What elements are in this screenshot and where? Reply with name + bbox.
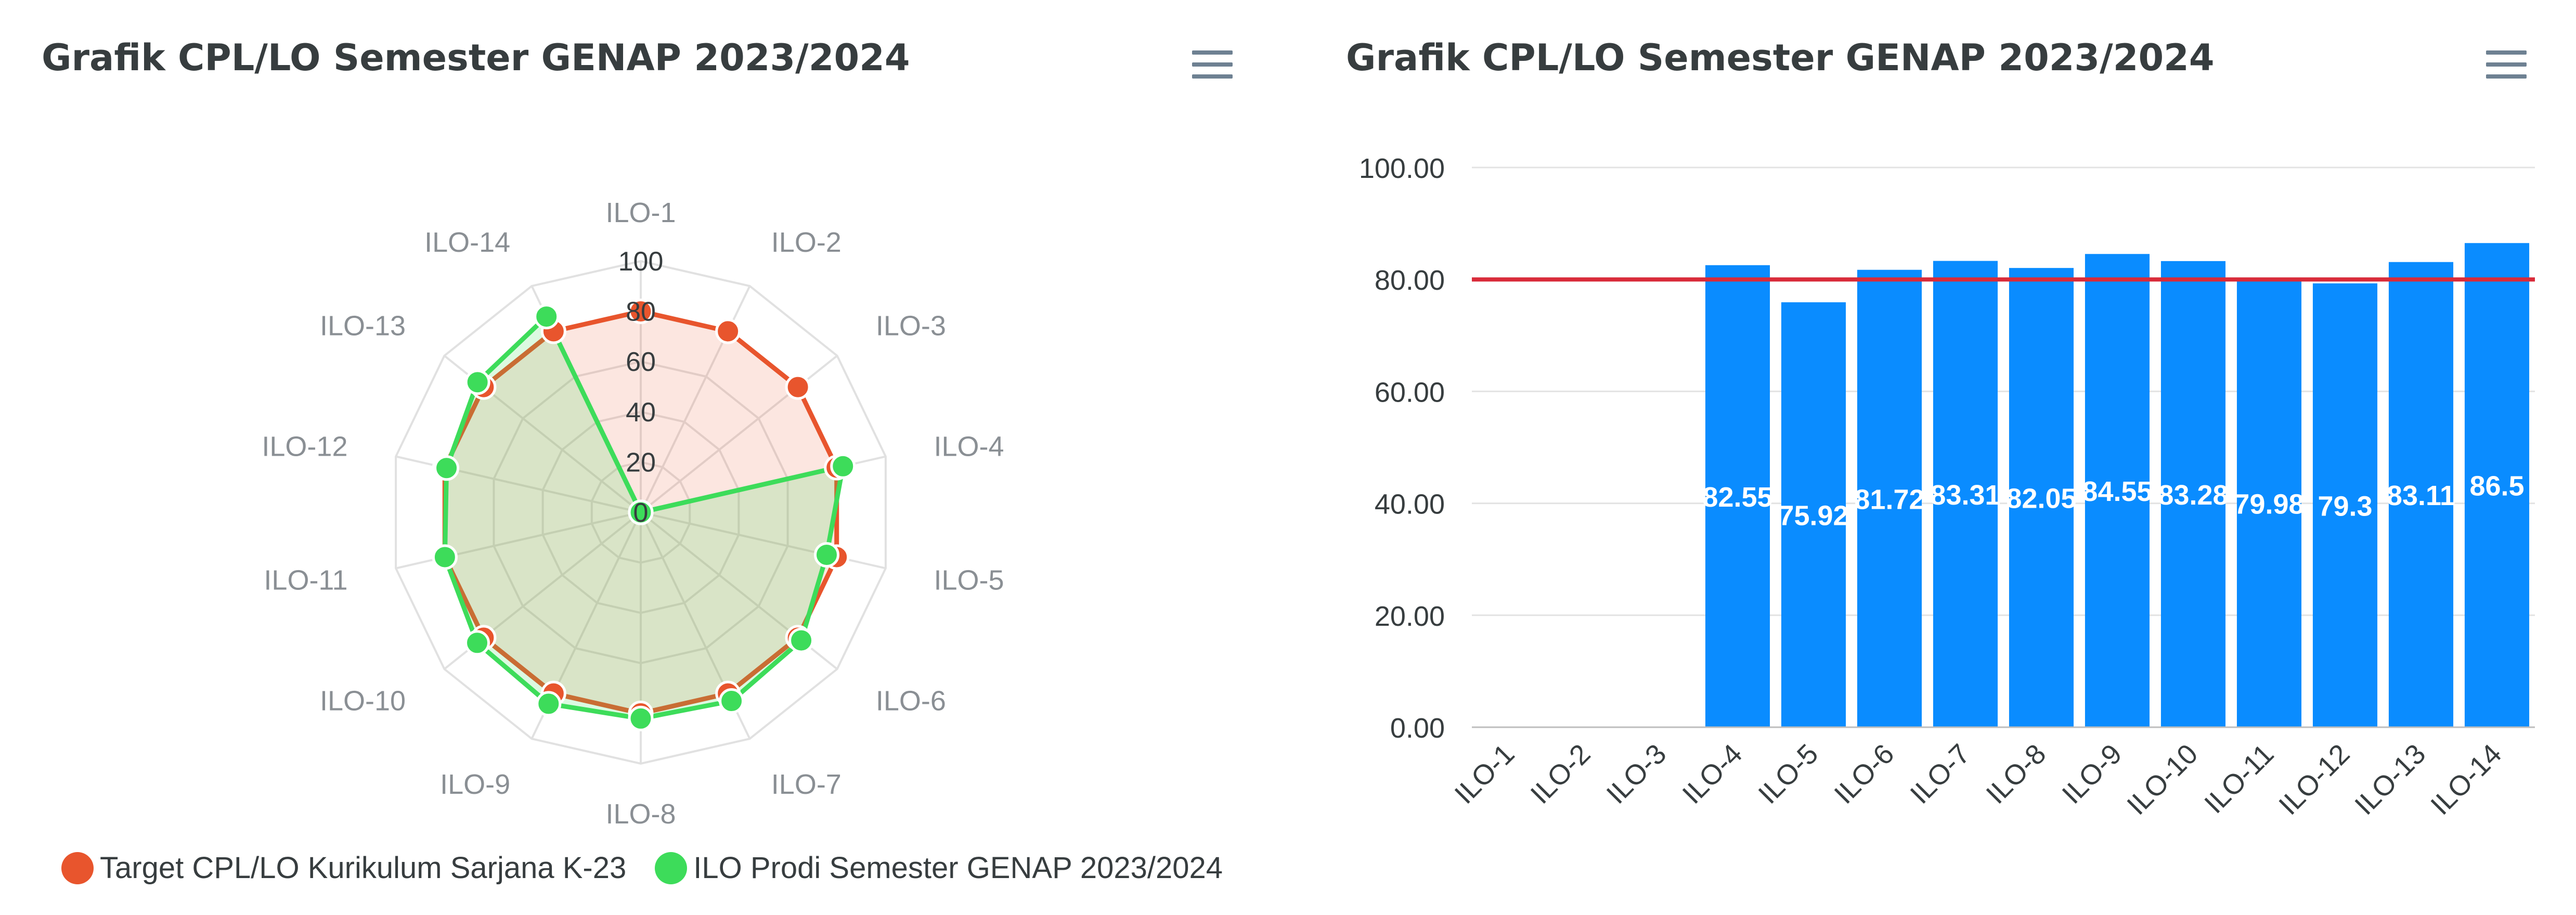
radar-point [785,374,811,400]
radar-point [719,688,745,714]
bar-x-axis: ILO-1 ILO-2 ILO-3 ILO-4 ILO-5 ILO-6 ILO-7 ILO-8… [1449,738,2508,821]
radar-category-label: ILO-9 [440,769,510,800]
radar-tick-label: 100 [618,247,664,277]
bar-data-label: 75.92 [1778,500,1848,532]
radar-chart: 020406080100ILO-1ILO-2ILO-3ILO-4ILO-5ILO… [262,197,1004,830]
radar-points-1 [432,304,856,731]
radar-point [434,455,460,481]
radar-category-label: ILO-2 [771,227,842,258]
radar-category-label: ILO-7 [771,769,842,800]
bar-chart-title: Grafik CPL/LO Semester GENAP 2023/2024 [1346,36,2215,79]
bar-x-tick-label: ILO-4 [1677,738,1749,810]
bar-y-tick-label: 80.00 [1375,265,1445,296]
bar-x-tick-label: ILO-1 [1449,738,1521,810]
bar-x-tick-label: ILO-2 [1525,738,1597,810]
radar-category-label: ILO-4 [934,431,1004,462]
bar-ILO-11 [2236,279,2302,727]
bar-ILO-7 [1933,261,1998,727]
radar-point [830,453,856,479]
radar-category-label: ILO-6 [876,685,946,716]
bar-data-label: 84.55 [2082,476,2152,507]
radar-tick-label: 80 [626,297,656,327]
bar-ILO-5 [1781,302,1846,727]
bar-y-tick-label: 40.00 [1375,489,1445,520]
radar-category-label: ILO-5 [934,565,1004,596]
bar-data-label: 79.3 [2318,491,2372,522]
radar-point [534,304,560,330]
bar-data-label: 82.05 [2006,483,2076,514]
bar-ILO-12 [2312,283,2378,727]
bar-ILO-10 [2160,261,2226,727]
bar-y-tick-label: 0.00 [1390,713,1445,744]
radar-tick-label: 60 [626,347,656,377]
radar-point [628,705,654,731]
bar-data-label: 83.28 [2158,480,2228,511]
radar-point [788,627,814,653]
bar-ILO-8 [2009,268,2074,727]
bar-x-tick-label: ILO-8 [1980,738,2052,810]
bar-x-tick-label: ILO-5 [1753,738,1824,810]
radar-radial-ticks: 0 20 40 60 80 100 [618,247,664,528]
bar-x-tick-label: ILO-9 [2056,738,2128,810]
bar-chart: 0.00 20.00 40.00 60.00 80.00 100.00 ILO-1 ILO-2… [1359,153,2535,821]
bar-x-tick-label: ILO-7 [1905,738,1976,810]
radar-point [628,299,654,325]
bar-x-tick-label: ILO-10 [2121,738,2204,821]
legend-label-target: Target CPL/LO Kurikulum Sarjana K-23 [100,851,627,885]
hamburger-menu-icon[interactable] [2486,49,2527,80]
bar-x-tick-label: ILO-13 [2349,738,2431,821]
radar-point [813,542,839,568]
bar-data-label: 82.55 [1702,482,1772,513]
radar-category-label: ILO-12 [262,431,347,462]
bar-y-axis: 0.00 20.00 40.00 60.00 80.00 100.00 [1359,153,1445,744]
radar-point [464,369,490,395]
bar-y-tick-label: 60.00 [1375,377,1445,408]
bar-x-tick-label: ILO-6 [1829,738,1900,810]
bar-data-label: 79.98 [2234,489,2304,520]
bar-x-tick-label: ILO-14 [2425,738,2507,821]
radar-category-label: ILO-11 [264,565,347,596]
bar-chart-panel: Grafik CPL/LO Semester GENAP 2023/2024 0… [1304,0,2576,915]
radar-point [715,318,741,344]
legend-item-actual[interactable]: ILO Prodi Semester GENAP 2023/2024 [655,850,1223,885]
radar-point [432,544,458,570]
radar-tick-label: 20 [626,447,656,478]
hamburger-menu-icon[interactable] [1192,49,1233,80]
radar-tick-label: 0 [633,498,649,528]
bar-y-tick-label: 20.00 [1375,601,1445,632]
bar-ILO-6 [1857,269,1922,727]
bar-ILO-14 [2464,243,2530,727]
bar-series [1705,243,2530,728]
radar-point [628,499,654,525]
bar-x-tick-label: ILO-11 [2198,738,2280,819]
radar-chart-panel: Grafik CPL/LO Semester GENAP 2023/2024 0… [42,36,1251,885]
legend-marker-target [61,852,94,884]
radar-category-labels: ILO-1 ILO-2 ILO-3 ILO-4 ILO-5 ILO-6 ILO-7 ILO-8… [262,197,1004,830]
radar-category-label: ILO-13 [320,311,406,342]
radar-category-label: ILO-1 [605,197,676,228]
radar-point [464,630,490,656]
legend-item-target[interactable]: Target CPL/LO Kurikulum Sarjana K-23 [61,850,626,885]
radar-category-label: ILO-3 [876,311,946,342]
radar-chart-title: Grafik CPL/LO Semester GENAP 2023/2024 [42,36,910,79]
bar-data-label: 83.31 [1930,480,2000,511]
bar-y-tick-label: 100.00 [1359,153,1445,184]
radar-tick-label: 40 [626,397,656,428]
bar-data-label: 81.72 [1854,484,1924,515]
legend-label-actual: ILO Prodi Semester GENAP 2023/2024 [693,851,1223,885]
bar-data-label: 86.5 [2469,471,2524,502]
bar-ILO-9 [2085,254,2150,727]
bar-data-label: 83.11 [2387,480,2455,511]
bar-ILO-4 [1705,265,1770,728]
radar-category-label: ILO-14 [424,227,510,258]
bar-ILO-13 [2388,262,2454,727]
bar-x-tick-label: ILO-12 [2273,738,2355,821]
radar-category-label: ILO-10 [320,685,406,716]
bar-x-tick-label: ILO-3 [1601,738,1673,810]
radar-category-label: ILO-8 [605,798,676,830]
radar-legend: Target CPL/LO Kurikulum Sarjana K-23 ILO… [61,850,1251,885]
legend-marker-actual [655,852,688,884]
radar-point [536,691,562,717]
